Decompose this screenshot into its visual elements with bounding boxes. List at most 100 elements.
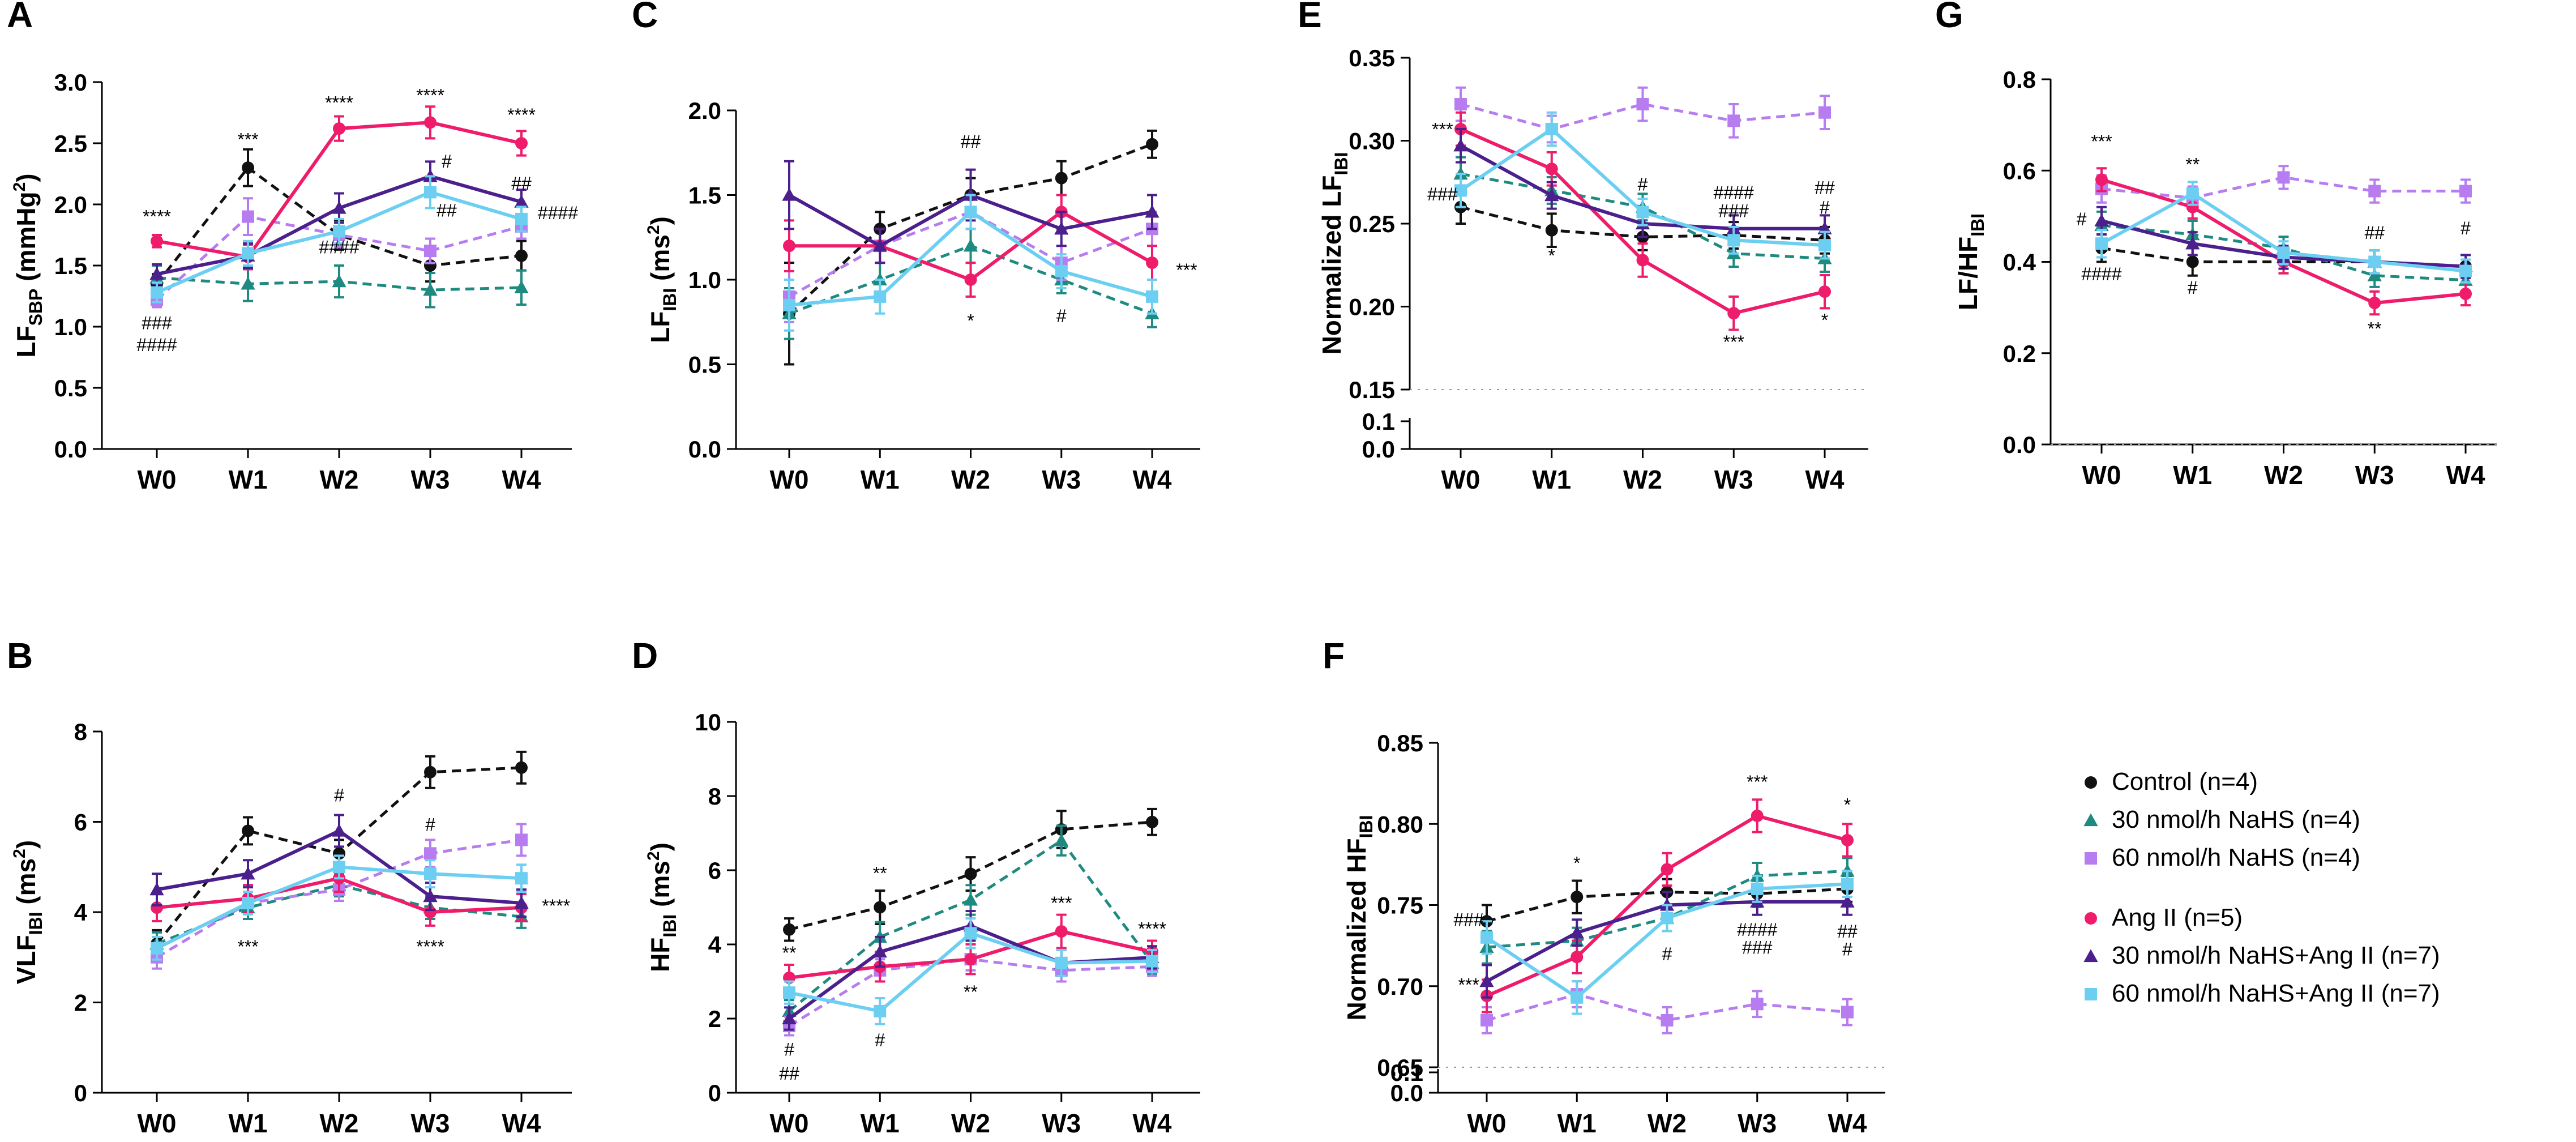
y-tick-label: 0.80: [1377, 811, 1423, 837]
data-point-nahs30_angii: [332, 200, 346, 214]
y-axis-label-end: ): [645, 842, 675, 851]
data-point-nahs60_angii: [964, 206, 977, 219]
data-point-nahs60_angii: [1146, 955, 1158, 968]
data-point-nahs60: [1480, 1013, 1493, 1026]
data-point-angii: [964, 273, 977, 286]
x-tick-label: W0: [1441, 465, 1480, 494]
data-point-nahs60: [424, 847, 437, 860]
data-point-nahs30: [332, 274, 346, 288]
data-point-nahs30_angii: [1569, 925, 1584, 939]
panel-f: F 0.65 0.70 0.75 0.80 0.85 0.00.1 W0 W1 W2 W3 W4 Nor…: [1323, 635, 1885, 1138]
panel-letter: D: [632, 635, 658, 676]
y-tick-label: 6: [708, 857, 721, 884]
y-axis-label-unit: (ms: [645, 234, 675, 288]
data-point-nahs60: [1751, 998, 1764, 1011]
data-point-angii: [1751, 809, 1764, 822]
y-tick-label: 4: [74, 899, 88, 926]
y-axis-label-sup: 2: [644, 225, 663, 234]
y-axis-label-main: LF: [645, 311, 675, 343]
data-point-angii: [2459, 287, 2472, 300]
x-tick-label: W3: [1042, 465, 1081, 494]
data-point-nahs60_angii: [333, 861, 345, 874]
significance-mark: #: [1638, 174, 1648, 194]
data-point-angii: [424, 116, 437, 129]
y-tick-label: 6: [74, 809, 87, 836]
significance-mark: ****: [325, 93, 353, 113]
y-tick-label: 0.0: [1362, 436, 1395, 463]
y-axis-label: Normalized LFIBI: [1317, 152, 1351, 355]
data-point-nahs30: [963, 892, 978, 906]
panel-letter: F: [1323, 635, 1345, 676]
data-point-angii: [1571, 951, 1584, 964]
panel-c: C 0.0 0.5 1.0 1.5 2.0 W0 W1 W2 W3 W4 LFIBI (ms2) ## *…: [632, 0, 1200, 494]
data-point-angii: [1146, 256, 1158, 270]
y-axis-label-sub: IBI: [1967, 213, 1988, 237]
data-point-control: [964, 867, 977, 880]
y-tick-label: 0.65: [1377, 1054, 1423, 1081]
y-tick-label: 10: [695, 709, 721, 735]
x-tick-label: W2: [320, 1109, 359, 1138]
significance-mark: *: [1548, 245, 1555, 266]
significance-mark: ###: [1719, 200, 1749, 221]
data-point-control: [1545, 224, 1558, 237]
x-tick-label: W3: [411, 1109, 450, 1138]
x-tick-label: W2: [951, 1109, 990, 1138]
data-point-nahs60_angii: [515, 872, 528, 885]
y-tick-label: 4: [708, 931, 722, 958]
data-point-control: [515, 761, 528, 774]
significance-mark: ***: [237, 936, 258, 957]
data-point-angii: [1841, 833, 1854, 846]
legend-item-angii: Ang II (n=5): [2085, 904, 2243, 931]
significance-mark: ####: [538, 203, 578, 223]
y-tick-label: 1.5: [688, 182, 721, 209]
significance-mark: ##: [1837, 921, 1858, 942]
series-nahs60_angii: [783, 917, 1158, 1025]
y-tick-label: 0.1: [1390, 1059, 1423, 1086]
y-tick-label: 0.0: [2003, 431, 2036, 458]
x-tick-label: W0: [2082, 460, 2121, 490]
significance-mark: ###: [1453, 910, 1484, 930]
significance-mark: ****: [1138, 919, 1166, 939]
series-line-nahs60: [1460, 102, 1825, 131]
x-tick-label: W4: [1133, 465, 1172, 494]
legend-marker-control: [2085, 776, 2097, 789]
data-point-nahs30_angii: [423, 889, 438, 903]
x-tick-label: W1: [861, 1109, 900, 1138]
legend-marker-nahs30: [2083, 813, 2098, 827]
data-point-nahs60: [515, 833, 528, 846]
data-point-nahs60_angii: [1571, 991, 1584, 1004]
data-point-nahs30_angii: [149, 882, 164, 896]
data-point-control: [2186, 255, 2199, 268]
y-tick-label: 0.70: [1377, 973, 1423, 1000]
data-point-nahs60_angii: [783, 298, 795, 311]
data-point-nahs30: [241, 276, 255, 290]
panel-letter: B: [7, 635, 33, 676]
x-tick-label: W0: [770, 1109, 809, 1138]
significance-mark: ##: [779, 1063, 799, 1084]
y-axis-label: LF/HFIBI: [1953, 213, 1988, 310]
panel-letter: E: [1298, 0, 1322, 35]
panel-g: G0.00.20.40.60.8W0 W1 W2 W3 W4LF/HFIBI***###…: [1935, 0, 2497, 490]
significance-mark: #: [442, 151, 452, 172]
significance-mark: ###: [1427, 184, 1458, 204]
y-tick-label: 0.0: [1390, 1080, 1423, 1106]
data-point-nahs60_angii: [1055, 265, 1068, 278]
data-point-nahs60_angii: [874, 290, 887, 303]
significance-mark: #: [784, 1040, 794, 1060]
series-line-control: [156, 165, 522, 285]
data-point-nahs60_angii: [964, 927, 977, 940]
y-tick-label: 2: [74, 990, 87, 1016]
y-tick-label: 0.6: [2003, 157, 2036, 184]
y-tick-label: 8: [708, 783, 721, 810]
x-tick-label: W1: [229, 1109, 268, 1138]
y-tick-label: 0: [708, 1080, 721, 1106]
data-point-nahs60_angii: [242, 897, 254, 910]
data-point-nahs60_angii: [2186, 187, 2199, 200]
significance-mark: ***: [2091, 131, 2112, 152]
y-axis-label-sup: 2: [644, 851, 663, 861]
data-point-nahs60_angii: [1841, 878, 1854, 891]
y-tick-label: 0.1: [1362, 408, 1395, 435]
data-point-nahs60_angii: [2095, 237, 2108, 250]
